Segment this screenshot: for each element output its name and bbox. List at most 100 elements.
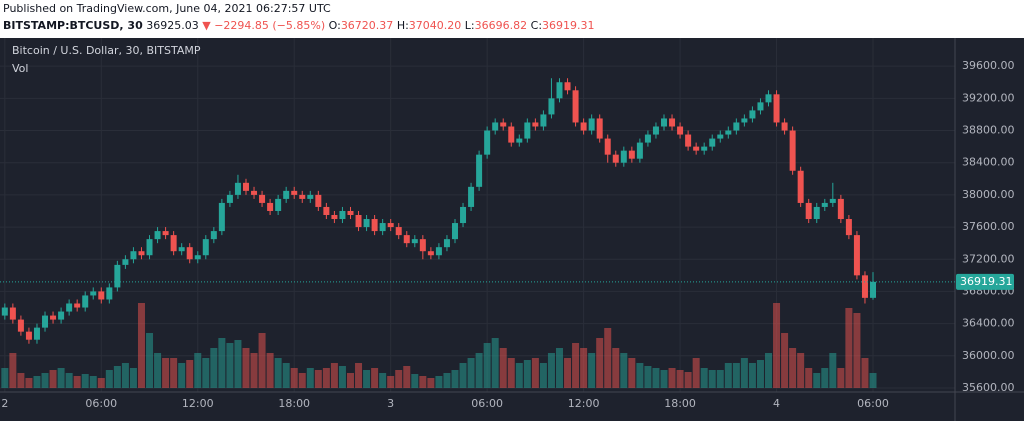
x-tick-label: 06:00 — [85, 397, 117, 410]
candle-body — [355, 215, 362, 228]
volume-bar — [57, 368, 65, 388]
candle-body — [620, 150, 627, 163]
candle-body — [460, 206, 467, 224]
header: Published on TradingView.com, June 04, 2… — [0, 0, 1024, 38]
candle-body — [829, 198, 836, 203]
volume-bar — [226, 343, 234, 388]
candle-body — [363, 219, 370, 228]
candle-body — [387, 223, 394, 228]
candle-body — [821, 202, 828, 207]
volume-bar — [73, 376, 81, 388]
volume-bar — [218, 338, 226, 388]
candle-body — [845, 219, 852, 236]
volume-bar — [419, 376, 427, 388]
candle-body — [194, 255, 201, 260]
volume-bar — [322, 368, 330, 388]
candle-body — [781, 122, 788, 131]
x-tick-label: 06:00 — [471, 397, 503, 410]
volume-bar — [330, 363, 338, 388]
volume-bar — [813, 373, 821, 388]
candle-body — [154, 231, 161, 240]
candle-body — [540, 114, 547, 127]
x-tick-label: 06:00 — [857, 397, 889, 410]
candle-body — [789, 130, 796, 171]
candle-body — [1, 307, 8, 316]
x-tick-label: 4 — [773, 397, 780, 410]
candle-body — [805, 202, 812, 220]
volume-bar — [121, 363, 129, 388]
candle-body — [138, 251, 145, 256]
volume-bar — [49, 370, 57, 388]
volume-bar — [113, 366, 121, 388]
candle-body — [435, 247, 442, 256]
volume-bar — [475, 353, 483, 388]
volume-bar — [186, 360, 194, 388]
volume-bar — [9, 353, 17, 388]
volume-bar — [628, 358, 636, 388]
volume-bar — [547, 353, 555, 388]
volume-bar — [724, 363, 732, 388]
candle-body — [291, 190, 298, 195]
volume-bar — [202, 358, 210, 388]
volume-bar — [773, 303, 781, 388]
candle-body — [25, 331, 32, 340]
volume-bar — [668, 368, 676, 388]
candle-body — [628, 150, 635, 159]
volume-bar — [845, 308, 853, 388]
x-tick-label: 12:00 — [568, 397, 600, 410]
volume-bar — [411, 374, 419, 388]
candle-body — [170, 235, 177, 252]
candle-body — [17, 319, 24, 332]
last: 36925.03 — [146, 19, 199, 32]
candle-body — [644, 134, 651, 143]
volume-bar — [395, 370, 403, 388]
volume-bar — [371, 368, 379, 388]
candle-body — [210, 231, 217, 240]
candle-body — [765, 94, 772, 103]
volume-bar — [33, 376, 41, 388]
candle-body — [395, 227, 402, 236]
candle-body — [90, 291, 97, 296]
candle-body — [259, 194, 266, 203]
candle-body — [74, 303, 81, 308]
candle-body — [186, 247, 193, 260]
volume-bar — [620, 353, 628, 388]
candle-body — [797, 170, 804, 203]
volume-bar — [137, 303, 145, 388]
volume-label: Vol — [12, 62, 28, 75]
candle-body — [82, 295, 89, 308]
volume-bar — [170, 358, 178, 388]
candle-body — [660, 118, 667, 127]
volume-bar — [290, 368, 298, 388]
volume-bar — [555, 348, 563, 388]
candle-body — [178, 247, 185, 252]
published-line: Published on TradingView.com, June 04, 2… — [3, 0, 1024, 17]
candle-body — [315, 194, 322, 207]
candle-body — [323, 206, 330, 215]
y-tick-label: 39200.00 — [962, 91, 1015, 104]
chart-title: Bitcoin / U.S. Dollar, 30, BITSTAMP — [12, 44, 201, 57]
candle-body — [443, 239, 450, 248]
x-tick-label: 18:00 — [278, 397, 310, 410]
volume-bar — [491, 338, 499, 388]
volume-bar — [81, 374, 89, 388]
candle-body — [564, 82, 571, 91]
volume-bar — [539, 363, 547, 388]
volume-bar — [89, 376, 97, 388]
candle-body — [516, 138, 523, 143]
volume-bar — [821, 368, 829, 388]
candle-body — [532, 122, 539, 127]
last-price-label: 36919.31 — [960, 275, 1013, 288]
y-tick-label: 38400.00 — [962, 156, 1015, 169]
volume-bar — [853, 313, 861, 388]
volume-bar — [708, 370, 716, 388]
candle-body — [476, 154, 483, 187]
ohlc-value: 36919.31 — [542, 19, 595, 32]
volume-bar — [781, 333, 789, 388]
candle-body — [741, 118, 748, 123]
candle-body — [749, 110, 756, 119]
candle-body — [251, 190, 258, 195]
volume-bar — [105, 370, 113, 388]
candle-body — [162, 231, 169, 236]
